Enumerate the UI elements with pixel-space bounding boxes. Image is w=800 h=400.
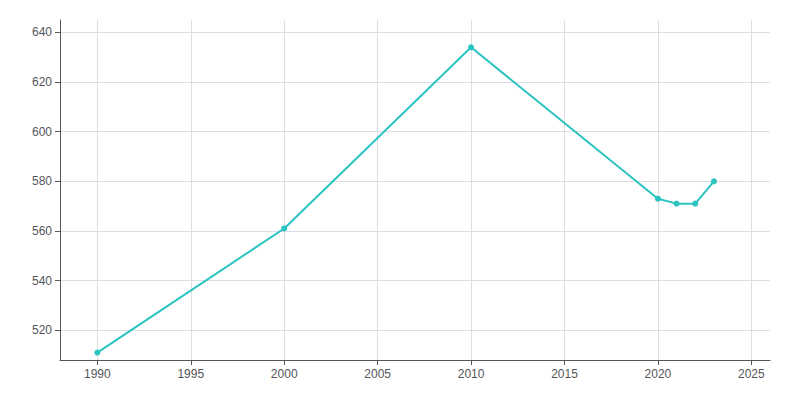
svg-text:2020: 2020	[645, 367, 672, 381]
svg-text:540: 540	[32, 274, 52, 288]
svg-text:1995: 1995	[177, 367, 204, 381]
svg-text:580: 580	[32, 174, 52, 188]
svg-text:2025: 2025	[738, 367, 765, 381]
svg-text:520: 520	[32, 323, 52, 337]
svg-text:2015: 2015	[551, 367, 578, 381]
svg-text:2005: 2005	[364, 367, 391, 381]
svg-text:2000: 2000	[271, 367, 298, 381]
svg-text:620: 620	[32, 75, 52, 89]
svg-text:560: 560	[32, 224, 52, 238]
svg-text:640: 640	[32, 25, 52, 39]
svg-text:2010: 2010	[458, 367, 485, 381]
svg-text:600: 600	[32, 125, 52, 139]
svg-text:1990: 1990	[84, 367, 111, 381]
